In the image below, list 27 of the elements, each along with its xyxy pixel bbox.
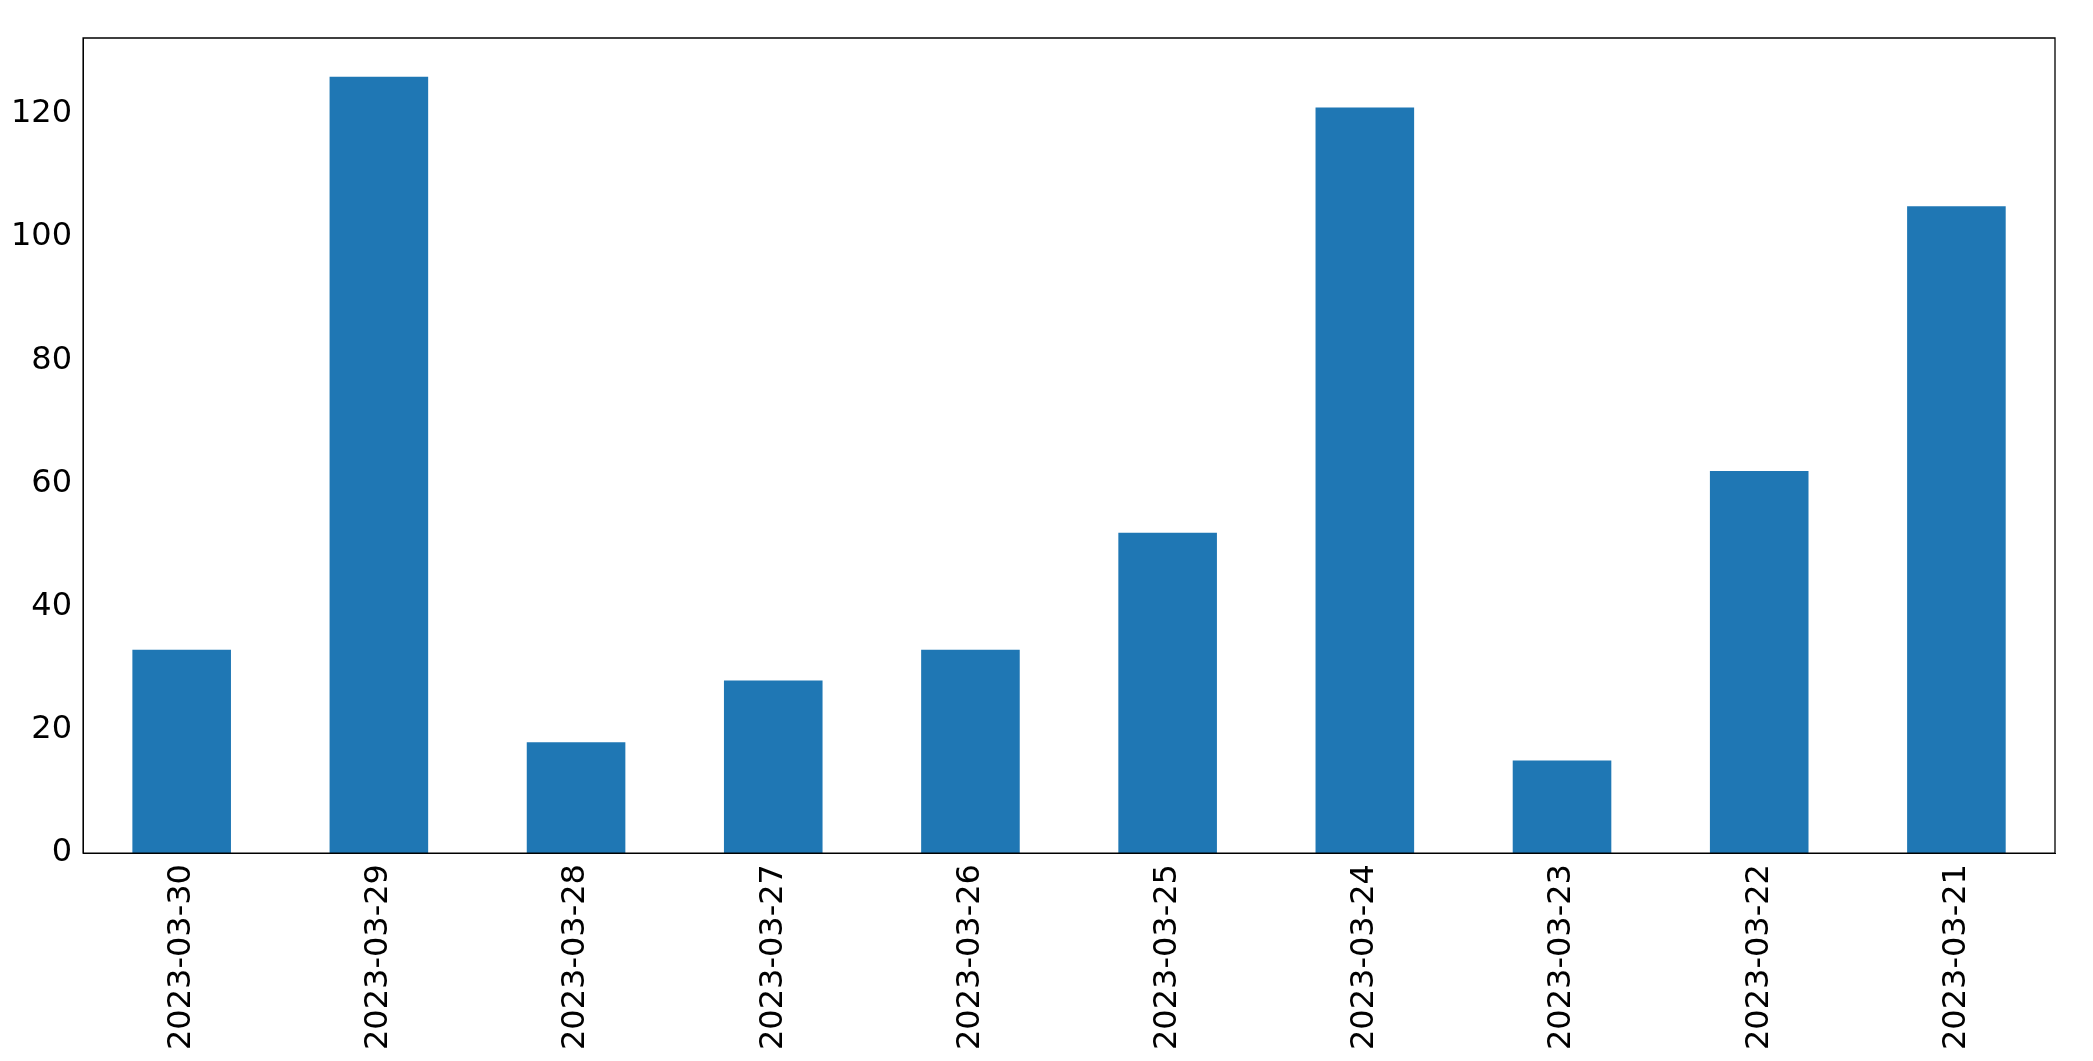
bar <box>1907 206 2006 854</box>
y-tick-label: 60 <box>31 461 73 500</box>
x-tick-label: 2023-03-30 <box>159 864 198 1050</box>
bar <box>723 680 823 854</box>
y-tick-label: 0 <box>51 831 73 870</box>
bar <box>1315 107 1415 854</box>
x-tick-label: 2023-03-24 <box>1343 864 1382 1050</box>
bar <box>1709 471 1809 854</box>
y-tick-label: 100 <box>11 215 73 254</box>
bar <box>921 649 1020 854</box>
x-tick-label: 2023-03-23 <box>1540 864 1579 1050</box>
x-tick-label: 2023-03-26 <box>948 864 987 1050</box>
x-tick-label: 2023-03-28 <box>554 864 593 1050</box>
y-tick-label: 40 <box>31 584 73 623</box>
bar <box>1512 760 1612 854</box>
y-tick-label: 20 <box>31 708 73 747</box>
x-tick-label: 2023-03-27 <box>751 864 790 1050</box>
y-tick-label: 80 <box>31 338 73 377</box>
bar <box>132 649 231 854</box>
bar <box>329 76 429 854</box>
bar <box>526 742 626 854</box>
y-tick-label: 120 <box>11 92 73 131</box>
x-tick-label: 2023-03-22 <box>1737 864 1776 1050</box>
x-tick-label: 2023-03-21 <box>1934 864 1973 1050</box>
x-tick-label: 2023-03-29 <box>357 864 396 1050</box>
x-tick-label: 2023-03-25 <box>1145 864 1184 1050</box>
bar <box>1118 532 1217 854</box>
